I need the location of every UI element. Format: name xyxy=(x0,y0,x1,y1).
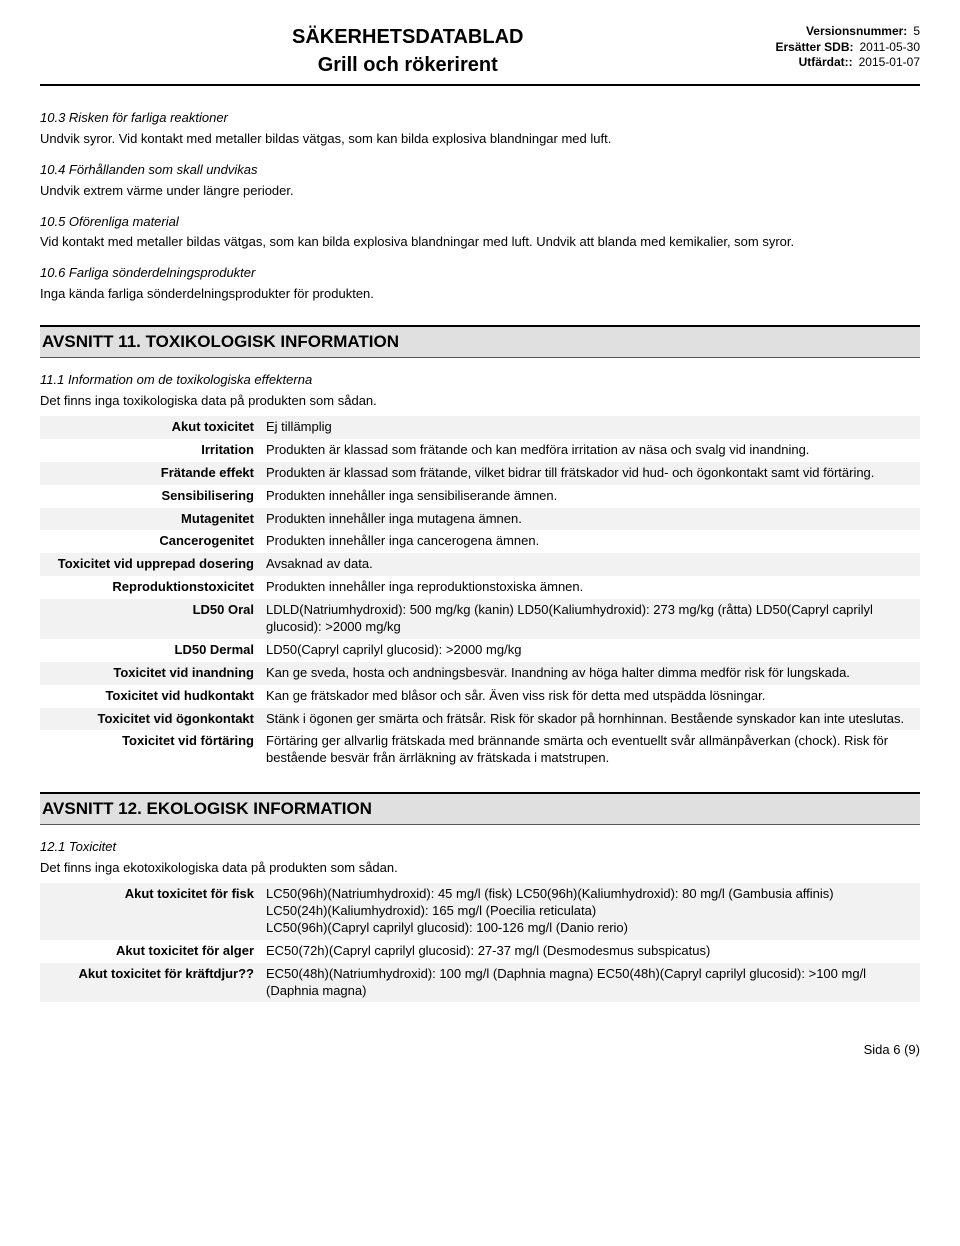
meta-value: 2015-01-07 xyxy=(859,55,920,71)
table-value: LC50(96h)(Natriumhydroxid): 45 mg/l (fis… xyxy=(260,883,920,940)
table-key: Toxicitet vid upprepad dosering xyxy=(40,553,260,576)
table-value: LDLD(Natriumhydroxid): 500 mg/kg (kanin)… xyxy=(260,599,920,639)
table-row: CancerogenitetProdukten innehåller inga … xyxy=(40,530,920,553)
sec12-1-title: 12.1 Toxicitet xyxy=(40,839,920,856)
table-key: Mutagenitet xyxy=(40,508,260,531)
sec10-4-title: 10.4 Förhållanden som skall undvikas xyxy=(40,162,920,179)
table-key: LD50 Dermal xyxy=(40,639,260,662)
meta-row: Ersätter SDB: 2011-05-30 xyxy=(775,40,920,56)
table-key: Akut toxicitet för fisk xyxy=(40,883,260,940)
table-value: Kan ge sveda, hosta och andningsbesvär. … xyxy=(260,662,920,685)
sec10-3-text: Undvik syror. Vid kontakt med metaller b… xyxy=(40,131,920,148)
table-row: SensibiliseringProdukten innehåller inga… xyxy=(40,485,920,508)
doc-title-1: SÄKERHETSDATABLAD xyxy=(40,24,775,50)
table-row: Akut toxicitet för kräftdjur??EC50(48h)(… xyxy=(40,963,920,1003)
sec12-1-intro: Det finns inga ekotoxikologiska data på … xyxy=(40,860,920,877)
table-value: Produkten innehåller inga cancerogena äm… xyxy=(260,530,920,553)
meta-label: Utfärdat:: xyxy=(799,55,853,71)
table-key: Irritation xyxy=(40,439,260,462)
table-key: Toxicitet vid inandning xyxy=(40,662,260,685)
table-key: Akut toxicitet för kräftdjur?? xyxy=(40,963,260,1003)
table-key: LD50 Oral xyxy=(40,599,260,639)
meta-value: 5 xyxy=(913,24,920,40)
table-key: Reproduktionstoxicitet xyxy=(40,576,260,599)
table-row: Akut toxicitet för algerEC50(72h)(Capryl… xyxy=(40,940,920,963)
table-value: Produkten innehåller inga reproduktionst… xyxy=(260,576,920,599)
table-row: Toxicitet vid förtäringFörtäring ger all… xyxy=(40,730,920,770)
section-11-title: AVSNITT 11. TOXIKOLOGISK INFORMATION xyxy=(40,325,920,358)
table-value: Produkten är klassad som frätande och ka… xyxy=(260,439,920,462)
table-key: Sensibilisering xyxy=(40,485,260,508)
meta-label: Versionsnummer: xyxy=(806,24,907,40)
table-value: Produkten är klassad som frätande, vilke… xyxy=(260,462,920,485)
table-value: EC50(72h)(Capryl caprilyl glucosid): 27-… xyxy=(260,940,920,963)
table-row: LD50 OralLDLD(Natriumhydroxid): 500 mg/k… xyxy=(40,599,920,639)
table-value: Avsaknad av data. xyxy=(260,553,920,576)
sec10-3-title: 10.3 Risken för farliga reaktioner xyxy=(40,110,920,127)
table-key: Akut toxicitet för alger xyxy=(40,940,260,963)
meta-row: Versionsnummer: 5 xyxy=(775,24,920,40)
table-value: Produkten innehåller inga mutagena ämnen… xyxy=(260,508,920,531)
header-meta: Versionsnummer: 5 Ersätter SDB: 2011-05-… xyxy=(775,24,920,71)
table-row: Toxicitet vid ögonkontaktStänk i ögonen … xyxy=(40,708,920,731)
meta-label: Ersätter SDB: xyxy=(775,40,853,56)
page-footer: Sida 6 (9) xyxy=(40,1042,920,1059)
sec10-4-text: Undvik extrem värme under längre periode… xyxy=(40,183,920,200)
table-key: Cancerogenitet xyxy=(40,530,260,553)
table-row: Akut toxicitet för fiskLC50(96h)(Natrium… xyxy=(40,883,920,940)
meta-value: 2011-05-30 xyxy=(860,40,921,56)
sec10-6-title: 10.6 Farliga sönderdelningsprodukter xyxy=(40,265,920,282)
table-key: Toxicitet vid förtäring xyxy=(40,730,260,770)
meta-row: Utfärdat:: 2015-01-07 xyxy=(775,55,920,71)
table-key: Toxicitet vid ögonkontakt xyxy=(40,708,260,731)
sec11-1-intro: Det finns inga toxikologiska data på pro… xyxy=(40,393,920,410)
tox-table: Akut toxicitetEj tillämpligIrritationPro… xyxy=(40,416,920,770)
table-value: LD50(Capryl caprilyl glucosid): >2000 mg… xyxy=(260,639,920,662)
table-value: Ej tillämplig xyxy=(260,416,920,439)
document-header: SÄKERHETSDATABLAD Grill och rökerirent V… xyxy=(40,24,920,86)
table-row: Toxicitet vid hudkontaktKan ge frätskado… xyxy=(40,685,920,708)
table-row: LD50 DermalLD50(Capryl caprilyl glucosid… xyxy=(40,639,920,662)
table-key: Frätande effekt xyxy=(40,462,260,485)
table-key: Toxicitet vid hudkontakt xyxy=(40,685,260,708)
table-row: ReproduktionstoxicitetProdukten innehåll… xyxy=(40,576,920,599)
table-row: MutagenitetProdukten innehåller inga mut… xyxy=(40,508,920,531)
table-row: Toxicitet vid inandningKan ge sveda, hos… xyxy=(40,662,920,685)
table-value: EC50(48h)(Natriumhydroxid): 100 mg/l (Da… xyxy=(260,963,920,1003)
eco-table: Akut toxicitet för fiskLC50(96h)(Natrium… xyxy=(40,883,920,1002)
table-value: Produkten innehåller inga sensibiliseran… xyxy=(260,485,920,508)
table-row: IrritationProdukten är klassad som fräta… xyxy=(40,439,920,462)
sec10-5-text: Vid kontakt med metaller bildas vätgas, … xyxy=(40,234,920,251)
sec10-6-text: Inga kända farliga sönderdelningsprodukt… xyxy=(40,286,920,303)
table-value: Stänk i ögonen ger smärta och frätsår. R… xyxy=(260,708,920,731)
section-12-title: AVSNITT 12. EKOLOGISK INFORMATION xyxy=(40,792,920,825)
sec10-5-title: 10.5 Oförenliga material xyxy=(40,214,920,231)
table-key: Akut toxicitet xyxy=(40,416,260,439)
table-row: Toxicitet vid upprepad doseringAvsaknad … xyxy=(40,553,920,576)
table-value: Förtäring ger allvarlig frätskada med br… xyxy=(260,730,920,770)
table-value: Kan ge frätskador med blåsor och sår. Äv… xyxy=(260,685,920,708)
table-row: Akut toxicitetEj tillämplig xyxy=(40,416,920,439)
header-titles: SÄKERHETSDATABLAD Grill och rökerirent xyxy=(40,24,775,78)
table-row: Frätande effektProdukten är klassad som … xyxy=(40,462,920,485)
doc-title-2: Grill och rökerirent xyxy=(40,52,775,78)
sec11-1-title: 11.1 Information om de toxikologiska eff… xyxy=(40,372,920,389)
